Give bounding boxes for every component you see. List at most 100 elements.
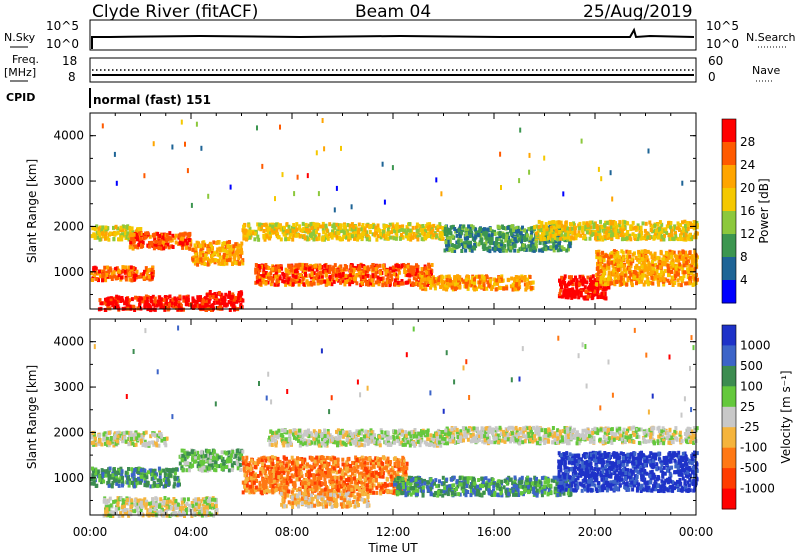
velocity-cell	[107, 470, 111, 475]
power-cell	[693, 260, 697, 265]
power-cell	[440, 277, 444, 282]
power-cell	[613, 280, 616, 284]
power-cell	[321, 221, 325, 226]
power-cell	[597, 260, 601, 265]
power-cell	[515, 226, 519, 231]
power-cell	[382, 224, 386, 229]
power-cell	[655, 229, 658, 234]
power-cell	[448, 235, 452, 240]
power-cell	[310, 273, 314, 278]
power-cell	[349, 273, 353, 278]
power-cell	[150, 270, 154, 275]
power-cell	[601, 266, 605, 271]
power-colorbar-tick: 12	[740, 227, 755, 241]
power-cell	[312, 230, 316, 234]
power-cell	[604, 266, 608, 271]
power-cell	[570, 280, 574, 285]
power-cell	[96, 277, 100, 282]
power-cell	[591, 280, 595, 285]
power-cell	[376, 223, 380, 228]
power-cell	[161, 235, 165, 240]
power-cell	[552, 225, 556, 230]
power-cell	[240, 248, 243, 253]
power-speckle	[340, 145, 342, 151]
power-cell	[235, 299, 239, 304]
velocity-cell	[122, 433, 126, 438]
power-cell	[572, 221, 576, 226]
power-cell	[574, 236, 578, 241]
power-cell	[488, 284, 492, 289]
power-cell	[145, 268, 149, 273]
velocity-cell	[143, 483, 147, 488]
power-cell	[221, 301, 225, 306]
power-cell	[615, 224, 619, 229]
power-cell	[662, 282, 666, 287]
power-cell	[621, 234, 625, 239]
power-cell	[532, 248, 536, 253]
power-cell	[134, 244, 138, 249]
power-cell	[656, 255, 660, 260]
power-cell	[535, 224, 539, 229]
power-cell	[368, 230, 372, 234]
power-cell	[612, 268, 616, 273]
power-cell	[519, 234, 523, 238]
power-cell	[673, 281, 677, 285]
power-cell	[594, 236, 597, 241]
velocity-cell	[104, 433, 108, 438]
power-cell	[101, 278, 104, 283]
power-cell	[139, 296, 143, 301]
power-cell	[633, 236, 637, 241]
power-cell	[585, 221, 589, 226]
power-speckle	[611, 196, 614, 202]
power-cell	[506, 277, 510, 282]
power-cell	[563, 238, 567, 243]
power-cell	[321, 227, 325, 232]
power-speckle	[440, 191, 443, 197]
power-cell	[157, 241, 161, 245]
power-cell	[350, 227, 354, 232]
power-cell	[488, 245, 492, 250]
power-cell	[692, 234, 696, 239]
power-cell	[120, 275, 123, 280]
power-cell	[382, 229, 385, 234]
power-cell	[110, 231, 114, 236]
power-cell	[331, 269, 335, 274]
power-cell	[221, 261, 224, 266]
power-cell	[350, 222, 354, 227]
power-cell	[103, 236, 107, 241]
power-cell	[407, 232, 411, 237]
power-cell	[646, 270, 650, 275]
power-cell	[215, 306, 219, 310]
power-cell	[239, 304, 243, 309]
power-cell	[288, 229, 292, 233]
power-cell	[335, 234, 339, 239]
power-cell	[255, 275, 259, 280]
power-cell	[276, 264, 280, 269]
power-cell	[654, 232, 657, 237]
power-cell	[146, 243, 150, 248]
power-cell	[244, 231, 247, 235]
power-cell	[217, 259, 220, 263]
power-cell	[453, 275, 457, 280]
power-cell	[133, 235, 137, 239]
power-cell	[405, 225, 409, 230]
power-cell	[202, 257, 206, 262]
power-cell	[623, 273, 627, 278]
power-cell	[513, 287, 517, 292]
velocity-cell	[96, 469, 100, 474]
power-cell	[617, 223, 621, 228]
power-cell	[513, 229, 517, 234]
power-cell	[366, 273, 370, 278]
power-cell	[371, 263, 375, 268]
velocity-cell	[169, 473, 173, 478]
velocity-cell	[131, 441, 135, 446]
power-speckle	[115, 180, 118, 186]
power-cell	[502, 235, 506, 240]
power-cell	[104, 278, 108, 283]
power-cell	[610, 251, 614, 256]
power-cell	[222, 252, 226, 257]
velocity-cell	[148, 468, 152, 473]
power-cell	[625, 254, 629, 259]
power-cell	[542, 224, 546, 229]
power-cell	[407, 278, 411, 283]
